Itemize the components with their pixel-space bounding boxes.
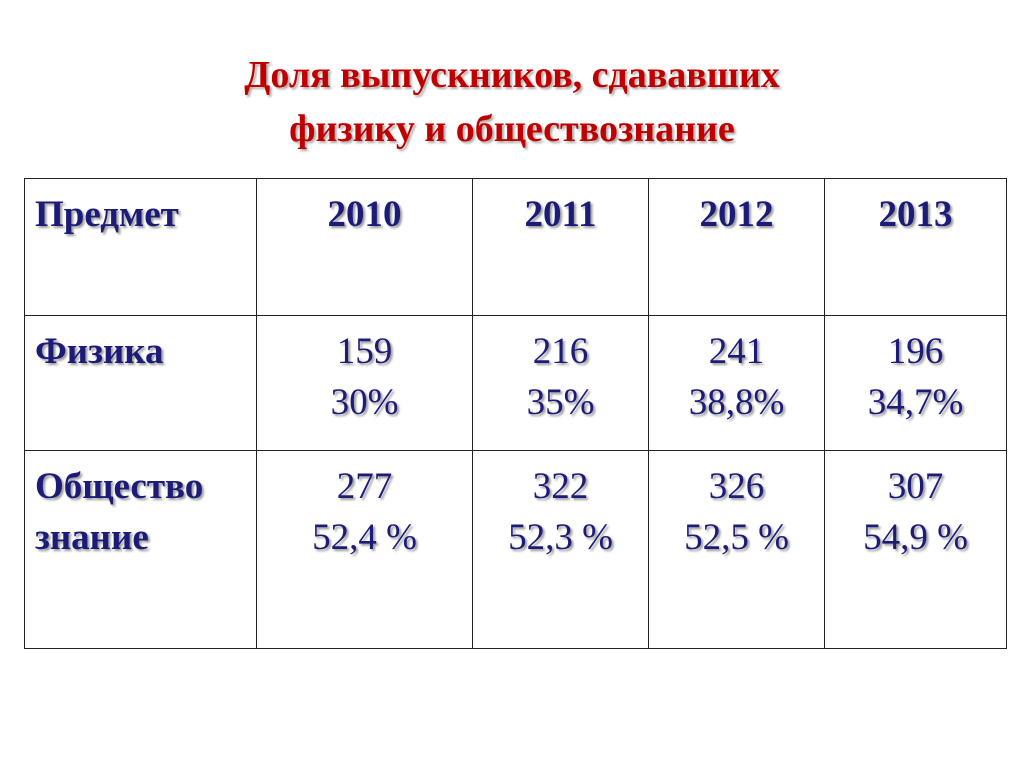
cell-line: 54,9 % (863, 517, 968, 558)
cell-line: 277 (336, 466, 393, 507)
table-cell: 159 30% (256, 315, 473, 451)
cell-line: 159 (336, 331, 393, 372)
cell-line: 52,4 % (312, 517, 417, 558)
table-cell: 196 34,7% (824, 315, 1007, 451)
row-label-line: Общество (35, 466, 204, 507)
table-row: Общество знание 277 52,4 % 322 52,3 % 326 52,5 … (24, 450, 1007, 649)
cell-line: 326 (708, 466, 765, 507)
data-table: Предмет 2010 2011 2012 2013 Физика 159 30% 216 35… (24, 178, 1007, 649)
cell-line: 322 (532, 466, 589, 507)
header-cell: 2013 (824, 178, 1007, 316)
header-cell: 2012 (648, 178, 825, 316)
title-line: Доля выпускников, сдававших (244, 54, 780, 96)
table-row: Физика 159 30% 216 35% 241 38,8% 196 34,7% (24, 315, 1007, 451)
table-cell: 322 52,3 % (472, 450, 649, 649)
row-label: Физика (24, 315, 257, 451)
cell-line: 34,7% (867, 382, 964, 423)
table-cell: 277 52,4 % (256, 450, 473, 649)
table-cell: 216 35% (472, 315, 649, 451)
table-cell: 307 54,9 % (824, 450, 1007, 649)
header-cell: Предмет (24, 178, 257, 316)
cell-line: 196 (887, 331, 944, 372)
table-cell: 241 38,8% (648, 315, 825, 451)
cell-line: 52,3 % (508, 517, 613, 558)
title: Доля выпускников, сдававших физику и общ… (0, 48, 1024, 156)
cell-line: 216 (532, 331, 589, 372)
header-cell: 2010 (256, 178, 473, 316)
row-label-line: Физика (35, 331, 164, 372)
cell-line: 35% (526, 382, 595, 423)
cell-line: 307 (887, 466, 944, 507)
header-row: Предмет 2010 2011 2012 2013 (24, 178, 1007, 316)
title-line: физику и обществознание (289, 108, 735, 150)
cell-line: 52,5 % (684, 517, 789, 558)
row-label: Общество знание (24, 450, 257, 649)
header-cell: 2011 (472, 178, 649, 316)
table-cell: 326 52,5 % (648, 450, 825, 649)
cell-line: 38,8% (688, 382, 785, 423)
row-label-line: знание (35, 517, 149, 558)
cell-line: 30% (330, 382, 399, 423)
cell-line: 241 (708, 331, 765, 372)
